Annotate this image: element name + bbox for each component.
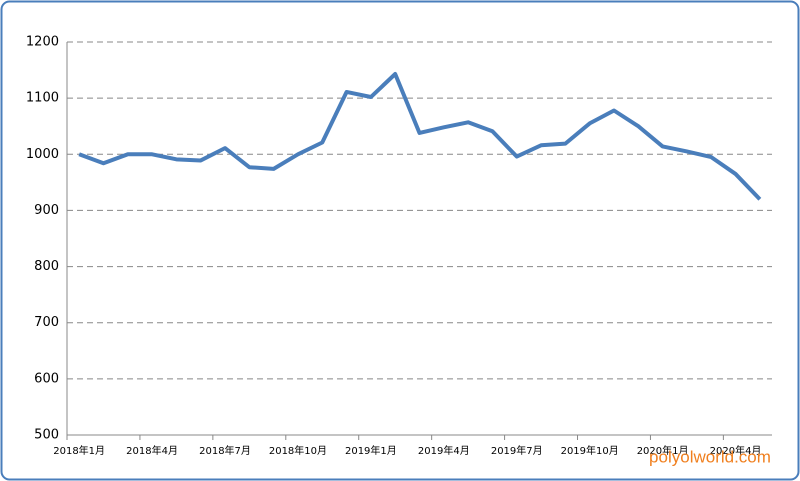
x-tick-label: 2019年4月 [418, 444, 470, 457]
x-tick-label: 2018年7月 [199, 444, 251, 457]
x-tick-label: 2018年10月 [269, 444, 327, 457]
y-tick-label: 1100 [26, 91, 59, 106]
data-line [78, 72, 762, 201]
y-tick-label: 500 [34, 428, 59, 443]
x-tick-label: 2020年1月 [637, 444, 689, 457]
y-tick-label: 1000 [26, 147, 59, 162]
watermark: polyolworld.com [649, 447, 771, 466]
y-tick-label: 600 [34, 371, 59, 386]
y-tick-label: 1200 [26, 35, 59, 50]
x-tick-label: 2020年4月 [710, 444, 762, 457]
x-tick-label: 2019年1月 [345, 444, 397, 457]
x-tick-label: 2019年7月 [491, 444, 543, 457]
x-tick-label: 2019年10月 [561, 444, 619, 457]
x-tick-label: 2018年1月 [53, 444, 105, 457]
y-tick-label: 700 [34, 315, 59, 330]
x-tick-label: 2018年4月 [126, 444, 178, 457]
y-tick-label: 800 [34, 259, 59, 274]
y-tick-label: 900 [34, 203, 59, 218]
